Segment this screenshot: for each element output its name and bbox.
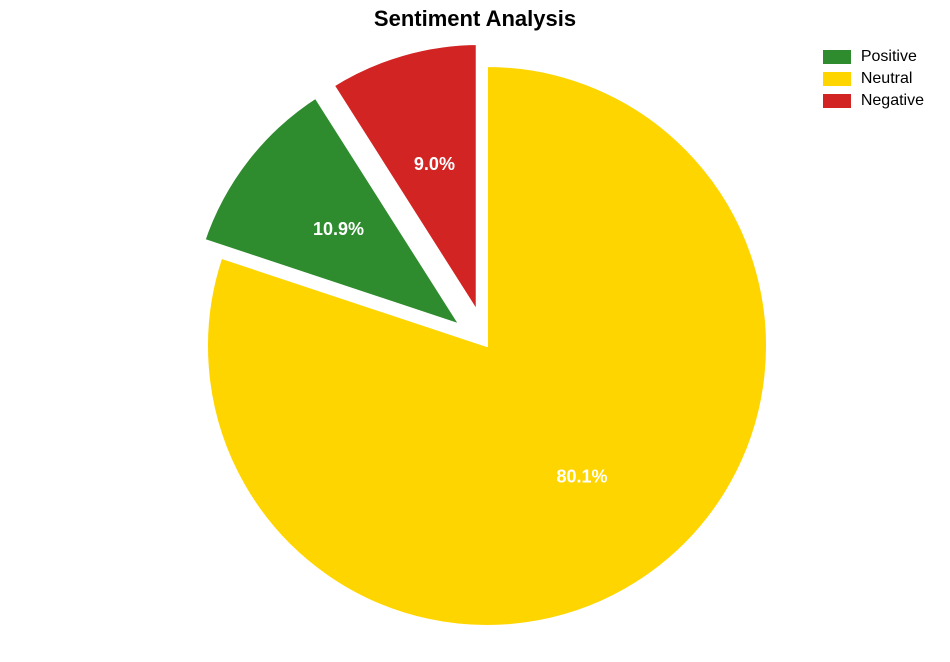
legend-label-positive: Positive — [861, 48, 917, 66]
slice-label-positive: 10.9% — [313, 219, 364, 239]
slice-label-neutral: 80.1% — [557, 466, 608, 486]
legend: Positive Neutral Negative — [823, 48, 924, 114]
slice-label-negative: 9.0% — [414, 154, 455, 174]
legend-label-negative: Negative — [861, 92, 924, 110]
sentiment-pie-chart: Sentiment Analysis 80.1%10.9%9.0% Positi… — [0, 0, 950, 662]
legend-item-neutral: Neutral — [823, 70, 924, 88]
legend-item-positive: Positive — [823, 48, 924, 66]
legend-swatch-positive — [823, 50, 851, 64]
legend-swatch-neutral — [823, 72, 851, 86]
legend-label-neutral: Neutral — [861, 70, 913, 88]
legend-item-negative: Negative — [823, 92, 924, 110]
pie-svg: 80.1% 10.9% 9.0% — [0, 0, 950, 662]
legend-swatch-negative — [823, 94, 851, 108]
